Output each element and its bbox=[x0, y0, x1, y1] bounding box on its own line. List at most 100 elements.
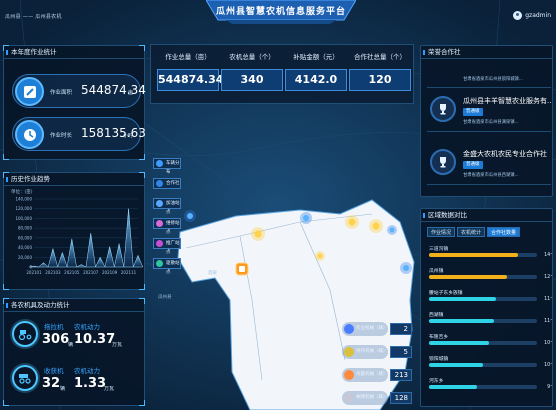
kpi-value: 340 bbox=[221, 69, 283, 91]
count-value: 128 bbox=[390, 392, 412, 404]
kpi-value: 120 bbox=[349, 69, 411, 91]
x-tick-label: 202103 bbox=[45, 270, 61, 275]
drive-icon bbox=[156, 260, 163, 267]
area-value: 544874.34 bbox=[81, 83, 146, 97]
hours-value: 158135.63 bbox=[81, 126, 146, 140]
wrench-icon bbox=[156, 220, 163, 227]
region-value: 14个 bbox=[544, 253, 552, 258]
legend-drive[interactable]: 驱散站点 bbox=[153, 258, 181, 275]
harvester-power-unit: 万瓦 bbox=[104, 386, 115, 392]
tractor-icon bbox=[344, 370, 354, 380]
fuel-icon bbox=[156, 200, 163, 207]
honor-coops-panel: 荣誉合作社 甘肃省酒泉市瓜州县锁阳城镇... 瓜州县丰羊智慧农业服务有... 普… bbox=[420, 45, 553, 197]
coop-icon bbox=[156, 180, 163, 187]
coop-item[interactable]: 瓜州县丰羊智慧农业服务有... 普通级 甘肃省酒泉市瓜州县渊泉镇... bbox=[427, 90, 552, 132]
coop-tag: 普通级 bbox=[463, 108, 483, 116]
harvester-label: 收获机 bbox=[44, 367, 64, 375]
history-trend-chart[interactable]: 020,00040,00060,00080,000100,000120,0001… bbox=[4, 173, 146, 291]
kpi-machine-total: 农机总量（个） 340 bbox=[221, 51, 283, 91]
area-spike bbox=[95, 256, 106, 268]
tractor-icon bbox=[344, 393, 354, 403]
kpi-summary: 作业总量（亩） 544874.34 农机总量（个） 340 补贴金额（元） 41… bbox=[150, 44, 414, 104]
y-tick-label: 80,000 bbox=[18, 226, 32, 231]
user-menu[interactable]: gzadmin bbox=[513, 11, 551, 20]
coop-item[interactable]: 甘肃省酒泉市瓜州县锁阳城镇... bbox=[427, 58, 551, 88]
legend-fuel[interactable]: 加油站点 bbox=[153, 198, 181, 215]
count-fault[interactable]: 故障机械（辆） 128 bbox=[342, 390, 412, 406]
hours-unit: 小时 bbox=[122, 133, 133, 139]
machines-panel: 各农机具及动力统计 拖拉机 306 辆 农机动力 10.37 万瓦 收获机 32… bbox=[3, 298, 145, 406]
area-unit: 亩 bbox=[127, 90, 133, 96]
kpi-subsidy: 补贴金额（元） 4142.0 bbox=[285, 51, 347, 91]
coop-item[interactable]: 金盛大农机农民专业合作社 普通级 甘肃省酒泉市瓜州县西湖镇... bbox=[427, 143, 551, 185]
tractor-power: 10.37 bbox=[74, 332, 116, 347]
count-working[interactable]: 作业机械（辆） 2 bbox=[342, 321, 412, 337]
region-value: 11个 bbox=[544, 319, 552, 324]
tab-coops[interactable]: 合作社数量 bbox=[487, 227, 521, 237]
legend-vehicles[interactable]: 车辆分布 bbox=[153, 158, 181, 175]
region-name: 河东乡 bbox=[429, 379, 444, 384]
region-bar-track bbox=[429, 319, 537, 323]
harvester-stat: 收获机 32 辆 农机动力 1.33 万瓦 bbox=[8, 363, 144, 403]
kpi-label: 农机总量（个） bbox=[229, 53, 275, 61]
tab-machines[interactable]: 农机统计 bbox=[457, 227, 486, 237]
y-tick-label: 140,000 bbox=[15, 197, 32, 202]
region-bar-track bbox=[429, 385, 537, 389]
tractor-count: 306 bbox=[42, 332, 70, 347]
avatar-icon bbox=[513, 11, 523, 20]
area-spike bbox=[29, 265, 39, 268]
legend-coops[interactable]: 合作社 bbox=[153, 178, 181, 189]
region-bar-row: 腰站子东乡族镇 11个 bbox=[429, 289, 552, 307]
tractor-count-unit: 辆 bbox=[68, 342, 74, 348]
region-value: 12个 bbox=[544, 275, 552, 280]
area-spike bbox=[47, 248, 58, 268]
area-stat-card: 作业面积 544874.34 亩 bbox=[12, 74, 146, 108]
coop-address: 甘肃省酒泉市瓜州县锁阳城镇... bbox=[463, 77, 523, 82]
harvester-count-unit: 辆 bbox=[60, 386, 66, 392]
count-value: 2 bbox=[390, 323, 412, 335]
legend-repair[interactable]: 维修站点 bbox=[153, 218, 181, 235]
panel-title: 荣誉合作社 bbox=[421, 46, 552, 59]
harvester-icon bbox=[12, 365, 38, 391]
x-tick-label: 202109 bbox=[102, 270, 118, 275]
kpi-label: 补贴金额（元） bbox=[293, 53, 339, 61]
username: gzadmin bbox=[525, 12, 551, 19]
region-name: 西湖镇 bbox=[429, 313, 444, 318]
panel-title: 历史作业趋势 bbox=[4, 173, 144, 186]
panel-title: 区域数据对比 bbox=[421, 209, 552, 222]
region-bar-row: 瓜州镇 12个 bbox=[429, 267, 552, 285]
region-bar-track bbox=[429, 341, 537, 345]
region-value: 10个 bbox=[544, 363, 552, 368]
x-tick-label: 202107 bbox=[83, 270, 99, 275]
hours-label: 作业时长 bbox=[50, 133, 73, 139]
region-bar-fill bbox=[429, 341, 490, 345]
x-tick-label: 202111 bbox=[121, 270, 137, 275]
panel-title: 各农机具及动力统计 bbox=[4, 299, 144, 312]
y-tick-label: 40,000 bbox=[18, 245, 32, 250]
legend-promo[interactable]: 推广站点 bbox=[153, 238, 181, 255]
tractor-icon bbox=[344, 324, 354, 334]
count-waiting[interactable]: 待作机械（辆） 5 bbox=[342, 344, 412, 360]
chart-unit-label: 单位：(亩) bbox=[11, 190, 33, 195]
region-bar-fill bbox=[429, 275, 507, 279]
area-spike bbox=[104, 246, 115, 268]
tab-work[interactable]: 作业情况 bbox=[427, 227, 456, 237]
region-name: 三道沟镇 bbox=[429, 247, 449, 252]
region-bar-fill bbox=[429, 363, 483, 367]
harvester-count: 32 bbox=[42, 376, 61, 391]
count-value: 5 bbox=[390, 346, 412, 358]
coop-tag: 普通级 bbox=[463, 161, 483, 169]
region-bar-track bbox=[429, 275, 537, 279]
area-spike bbox=[114, 243, 125, 268]
region-bar-fill bbox=[429, 319, 494, 323]
area-spike bbox=[85, 232, 96, 268]
kpi-coop-total: 合作社总量（个） 120 bbox=[349, 51, 411, 91]
count-value: 213 bbox=[390, 369, 412, 381]
kpi-label: 合作社总量（个） bbox=[354, 53, 406, 61]
tractor-label: 拖拉机 bbox=[44, 323, 64, 331]
history-trend-panel: 历史作业趋势 单位：(亩) 020,00040,00060,00080,0001… bbox=[3, 172, 145, 290]
kpi-label: 作业总量（亩） bbox=[165, 53, 211, 61]
region-bar-track bbox=[429, 297, 537, 301]
tractor-icon bbox=[344, 347, 354, 357]
count-idle[interactable]: 闲置机械（辆） 213 bbox=[342, 367, 412, 383]
